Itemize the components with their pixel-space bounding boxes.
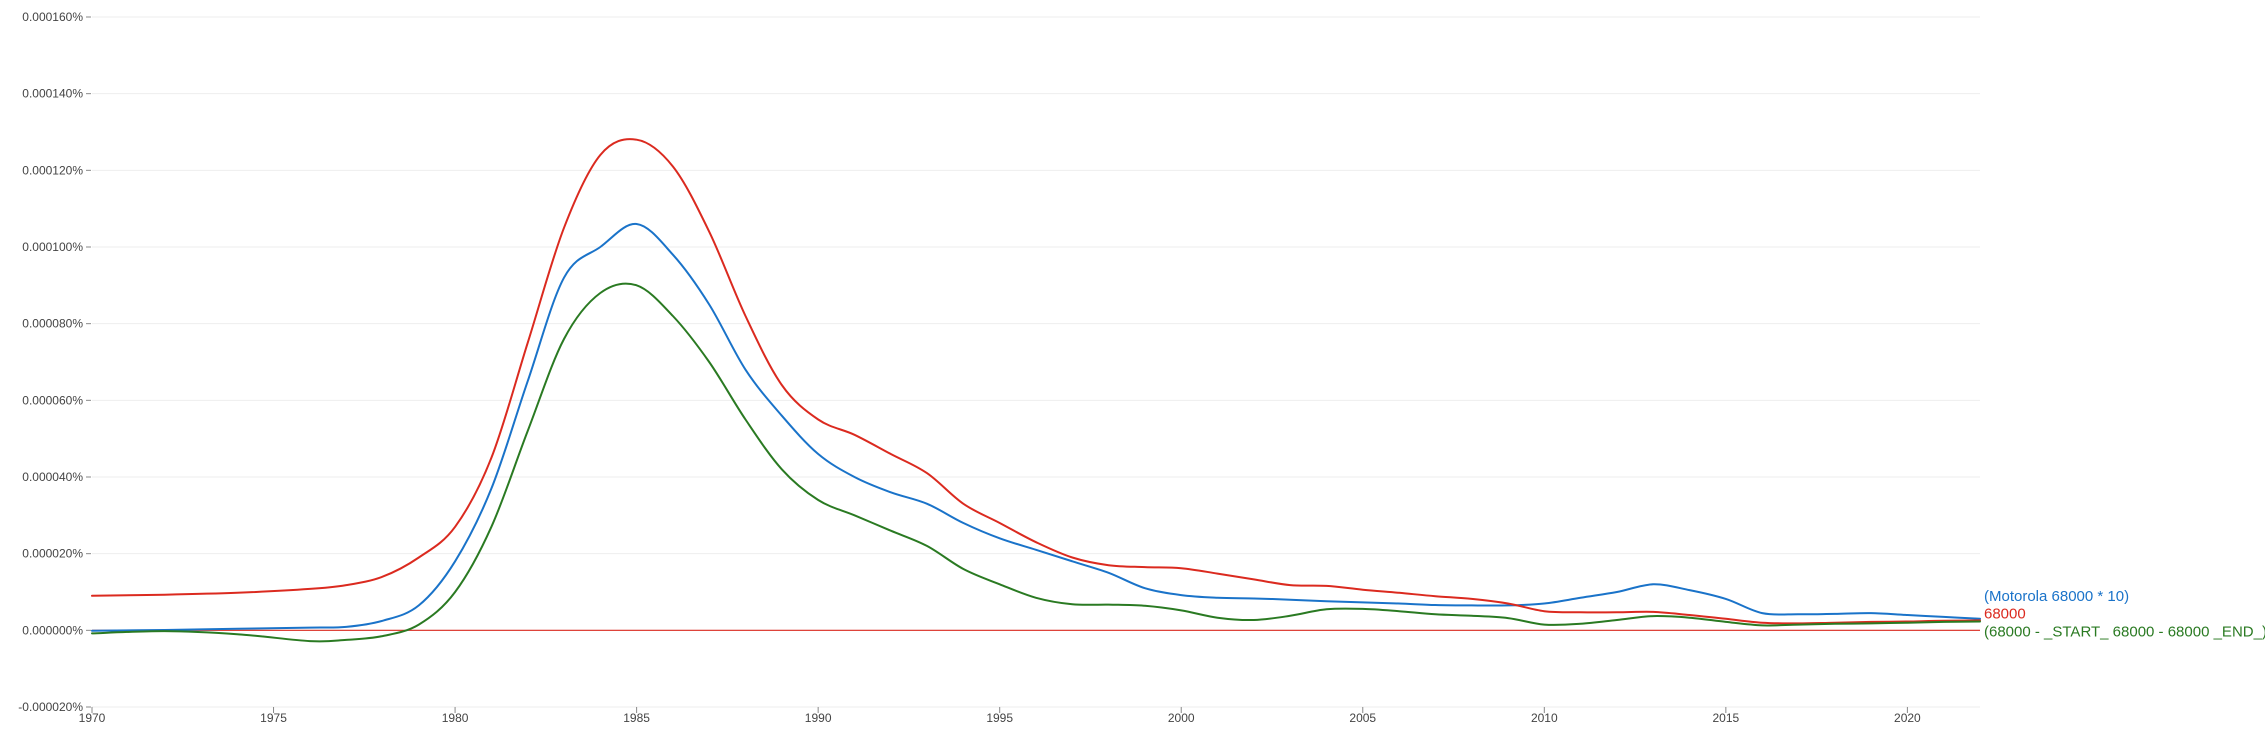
x-tick-label: 1980	[442, 711, 469, 725]
y-tick-label: 0.000100%	[22, 240, 83, 254]
series-label-68000-start-end: (68000 - _START_ 68000 - 68000 _END_)	[1984, 624, 2265, 641]
x-tick-label: 2010	[1531, 711, 1558, 725]
x-tick-label: 1975	[260, 711, 287, 725]
y-tick-label: 0.000040%	[22, 470, 83, 484]
series-labels: (Motorola 68000 * 10)68000 (68000 - _STAR…	[1984, 588, 2265, 641]
series-line-motorola-68000-x10	[92, 224, 1980, 631]
series-label-motorola-68000-x10: (Motorola 68000 * 10)	[1984, 588, 2129, 605]
y-tick-label: 0.000120%	[22, 163, 83, 177]
x-tick-label: 1995	[986, 711, 1013, 725]
y-tick-label: 0.000060%	[22, 393, 83, 407]
y-tick-label: 0.000160%	[22, 10, 83, 24]
y-tick-label: 0.000000%	[22, 623, 83, 637]
series-lines	[92, 139, 1980, 641]
chart-grid	[92, 17, 1980, 707]
x-tick-label: 1985	[623, 711, 650, 725]
y-tick-label: 0.000080%	[22, 317, 83, 331]
y-tick-label: 0.000140%	[22, 87, 83, 101]
x-tick-label: 2015	[1712, 711, 1739, 725]
series-label-68000: 68000	[1984, 605, 2026, 622]
x-tick-label: 2005	[1349, 711, 1376, 725]
y-tick-label: 0.000020%	[22, 547, 83, 561]
y-tick-label: -0.000020%	[18, 700, 83, 714]
y-axis: -0.000020% 0.000000% 0.000020% 0.000040% 0.0…	[18, 10, 91, 714]
x-tick-label: 2000	[1168, 711, 1195, 725]
x-tick-label: 1970	[79, 711, 106, 725]
x-axis: 1970 1975 1980 1985 1990 1995 2000 2005 2010 2015…	[79, 707, 1921, 725]
series-line-68000-start-end	[92, 284, 1980, 642]
x-tick-label: 2020	[1894, 711, 1921, 725]
x-tick-label: 1990	[805, 711, 832, 725]
